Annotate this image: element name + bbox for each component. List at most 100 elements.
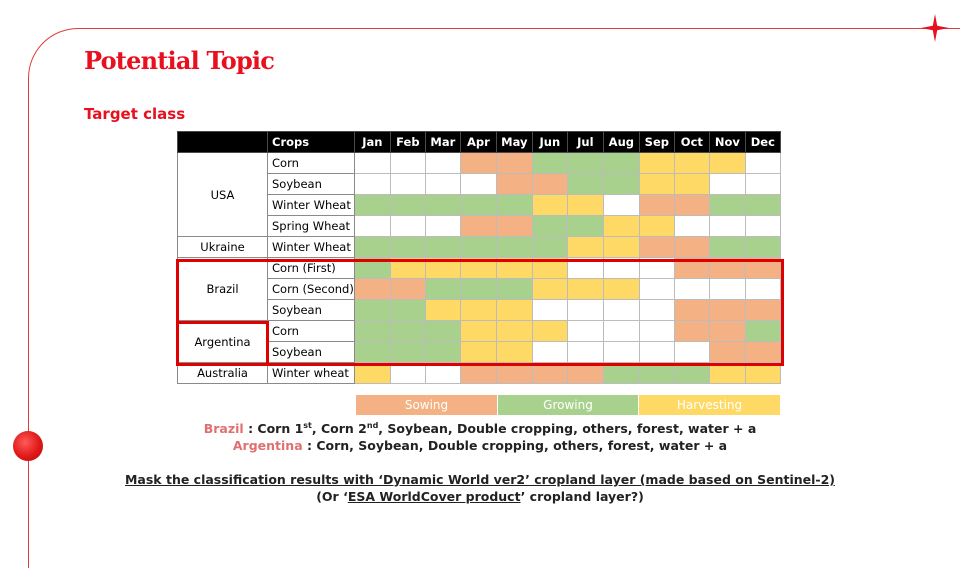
month-cell <box>602 173 640 195</box>
header-month: May <box>495 131 533 153</box>
crop-cell: Corn (Second) <box>267 278 355 300</box>
country-cell: USA <box>177 152 268 237</box>
table-row: Australia Winter wheat <box>177 362 781 384</box>
month-cell <box>459 152 497 174</box>
month-cell <box>566 173 604 195</box>
month-cell <box>495 320 533 342</box>
month-cell <box>495 194 533 216</box>
month-cell <box>638 362 675 384</box>
month-cell <box>673 299 710 321</box>
month-cell <box>353 173 391 195</box>
month-cell <box>424 173 461 195</box>
month-cell <box>708 299 746 321</box>
month-cell <box>353 215 391 237</box>
month-cell <box>389 320 426 342</box>
month-cell <box>424 362 461 384</box>
month-cell <box>389 257 426 279</box>
month-cell <box>459 236 497 258</box>
month-cell <box>495 341 533 363</box>
month-cell <box>566 341 604 363</box>
month-cell <box>673 257 710 279</box>
month-cell <box>602 341 640 363</box>
month-cell <box>708 257 746 279</box>
month-cell <box>638 173 675 195</box>
month-cell <box>495 173 533 195</box>
table-body: USA Corn Soybean Winter Wheat Spring Wheat Uk… <box>177 152 781 384</box>
crop-cell: Winter Wheat <box>267 236 355 258</box>
month-cell <box>459 320 497 342</box>
month-cell <box>744 278 781 300</box>
month-cell <box>531 362 568 384</box>
legend-item-harvesting: Harvesting <box>639 395 780 415</box>
month-cell <box>638 236 675 258</box>
alternative-note: (Or ‘ESA WorldCover product’ cropland la… <box>316 489 644 504</box>
month-cell <box>708 173 746 195</box>
month-cell <box>495 299 533 321</box>
table-row: Argentina Corn <box>177 320 781 363</box>
month-cell <box>744 257 781 279</box>
mask-instruction: Mask the classification results with ‘Dy… <box>124 472 836 487</box>
month-cell <box>673 152 710 174</box>
header-month: Oct <box>673 131 710 153</box>
month-cell <box>602 362 640 384</box>
month-cell <box>602 299 640 321</box>
month-cell <box>389 215 426 237</box>
month-cell <box>495 278 533 300</box>
month-cell <box>708 320 746 342</box>
month-cell <box>424 299 461 321</box>
header-blank <box>177 131 268 153</box>
month-cell <box>638 320 675 342</box>
header-month: Apr <box>459 131 497 153</box>
table-row: Soybean <box>178 341 781 363</box>
month-cell <box>495 257 533 279</box>
month-cell <box>389 194 426 216</box>
month-cell <box>424 194 461 216</box>
country-cell: Brazil <box>177 257 268 321</box>
header-crops: Crops <box>267 131 355 153</box>
country-cell: Ukraine <box>177 236 268 258</box>
month-cell <box>602 215 640 237</box>
brazil-classes-note: Brazil : Corn 1st, Corn 2nd, Soybean, Do… <box>203 420 757 436</box>
month-cell <box>602 278 640 300</box>
month-cell <box>708 278 746 300</box>
month-cell <box>708 152 746 174</box>
header-month: Jun <box>531 131 568 153</box>
month-cell <box>531 152 568 174</box>
crop-cell: Soybean <box>267 173 355 195</box>
month-cell <box>424 320 461 342</box>
header-month: Sep <box>638 131 675 153</box>
brazil-label: Brazil <box>203 421 244 436</box>
month-cell <box>602 257 640 279</box>
table-row: Brazil Corn (First) <box>177 257 781 321</box>
month-cell <box>389 173 426 195</box>
table-row: Winter Wheat <box>178 194 781 216</box>
month-cell <box>353 320 391 342</box>
table-row: USA Corn <box>177 152 781 237</box>
month-cell <box>602 152 640 174</box>
month-cell <box>353 341 391 363</box>
month-cell <box>638 341 675 363</box>
month-cell <box>566 362 604 384</box>
country-cell: Australia <box>177 362 268 384</box>
month-cell <box>673 362 710 384</box>
month-cell <box>602 236 640 258</box>
crop-cell: Winter Wheat <box>267 194 355 216</box>
month-cell <box>744 299 781 321</box>
crop-cell: Corn <box>267 152 355 174</box>
month-cell <box>353 278 391 300</box>
month-cell <box>638 194 675 216</box>
month-cell <box>495 236 533 258</box>
month-cell <box>389 299 426 321</box>
header-month: Feb <box>389 131 426 153</box>
table-row: Spring Wheat <box>178 215 781 237</box>
month-cell <box>531 257 568 279</box>
month-cell <box>708 341 746 363</box>
esa-worldcover-link[interactable]: ESA WorldCover product <box>347 489 521 504</box>
month-cell <box>638 152 675 174</box>
month-cell <box>673 194 710 216</box>
month-cell <box>495 152 533 174</box>
table-row: Ukraine Winter Wheat <box>177 236 781 258</box>
month-cell <box>495 362 533 384</box>
month-cell <box>708 215 746 237</box>
month-cell <box>531 320 568 342</box>
